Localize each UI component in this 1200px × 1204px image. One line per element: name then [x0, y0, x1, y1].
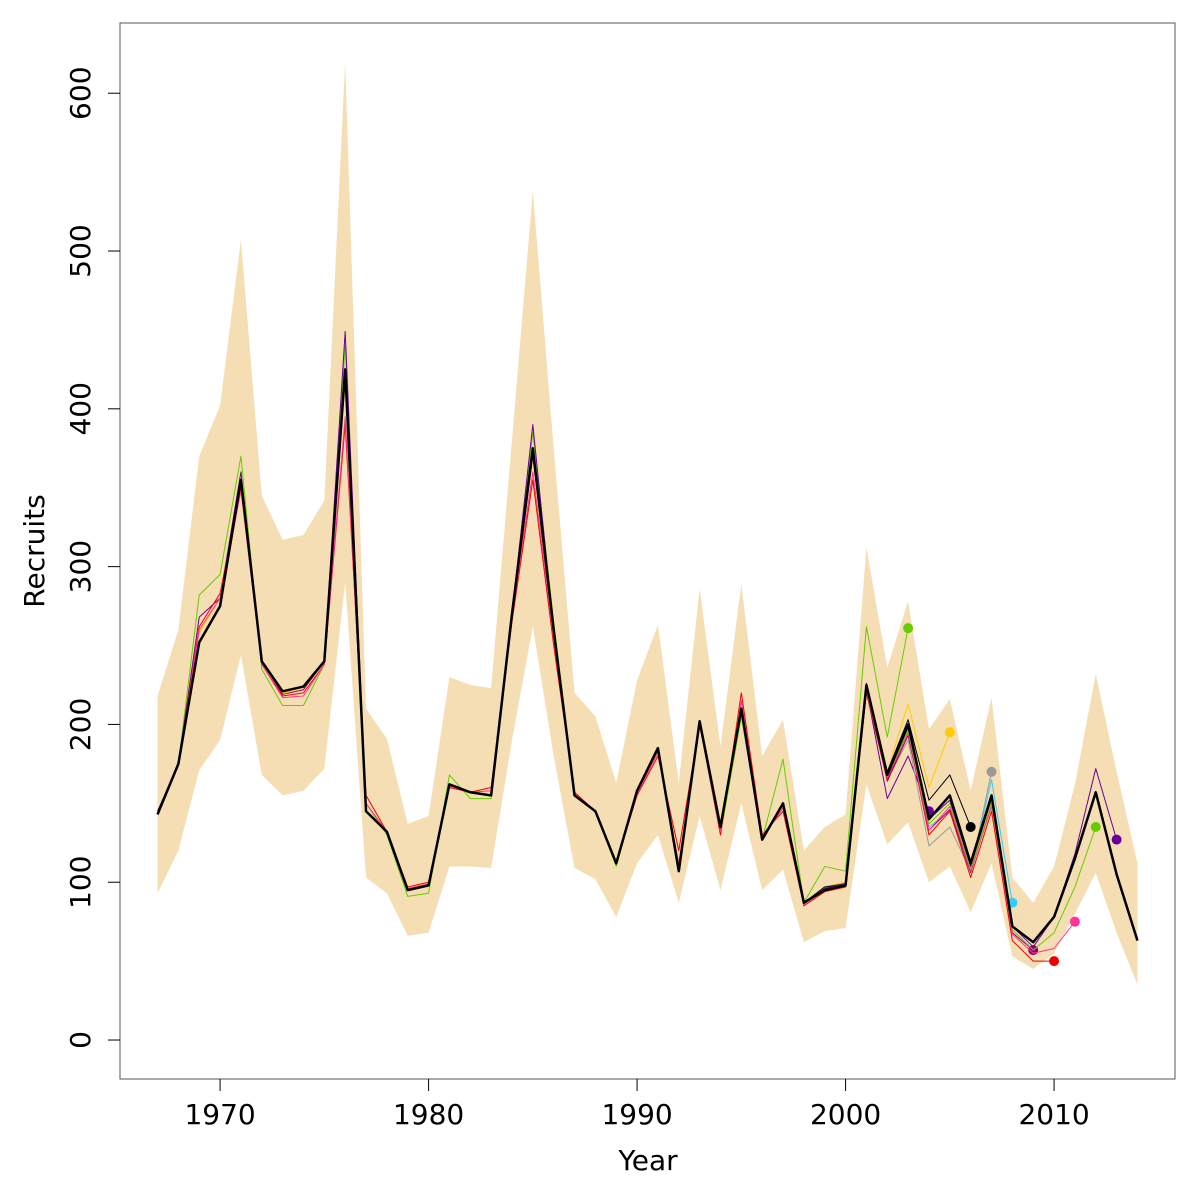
peel-end-point — [1090, 821, 1101, 832]
y-tick-label: 400 — [64, 382, 97, 435]
base-line — [156, 368, 1139, 944]
y-tick-label: 300 — [64, 540, 97, 593]
peel-end-point — [1111, 834, 1122, 845]
plot-frame — [119, 22, 1176, 1080]
x-axis-label: Year — [617, 1144, 678, 1177]
peel-end-point — [903, 623, 914, 634]
peel-end-point — [1069, 916, 1080, 927]
y-tick-label: 200 — [64, 698, 97, 751]
x-tick-label: 2010 — [1018, 1098, 1089, 1131]
x-tick-label: 1980 — [393, 1098, 464, 1131]
peel-line — [157, 345, 909, 904]
peel-end-point — [986, 766, 997, 777]
x-tick-label: 1990 — [601, 1098, 672, 1131]
peel-end-point — [965, 821, 976, 832]
x-tick-label: 1970 — [184, 1098, 255, 1131]
x-tick-label: 2000 — [810, 1098, 881, 1131]
confidence-band — [157, 61, 1138, 985]
y-axis-label: Recruits — [18, 494, 51, 607]
y-tick-label: 0 — [64, 1031, 97, 1049]
y-tick-label: 500 — [64, 224, 97, 277]
peel-end-point — [944, 727, 955, 738]
peel-end-point — [1049, 956, 1060, 967]
y-tick-label: 600 — [64, 66, 97, 119]
y-tick-label: 100 — [64, 855, 97, 908]
